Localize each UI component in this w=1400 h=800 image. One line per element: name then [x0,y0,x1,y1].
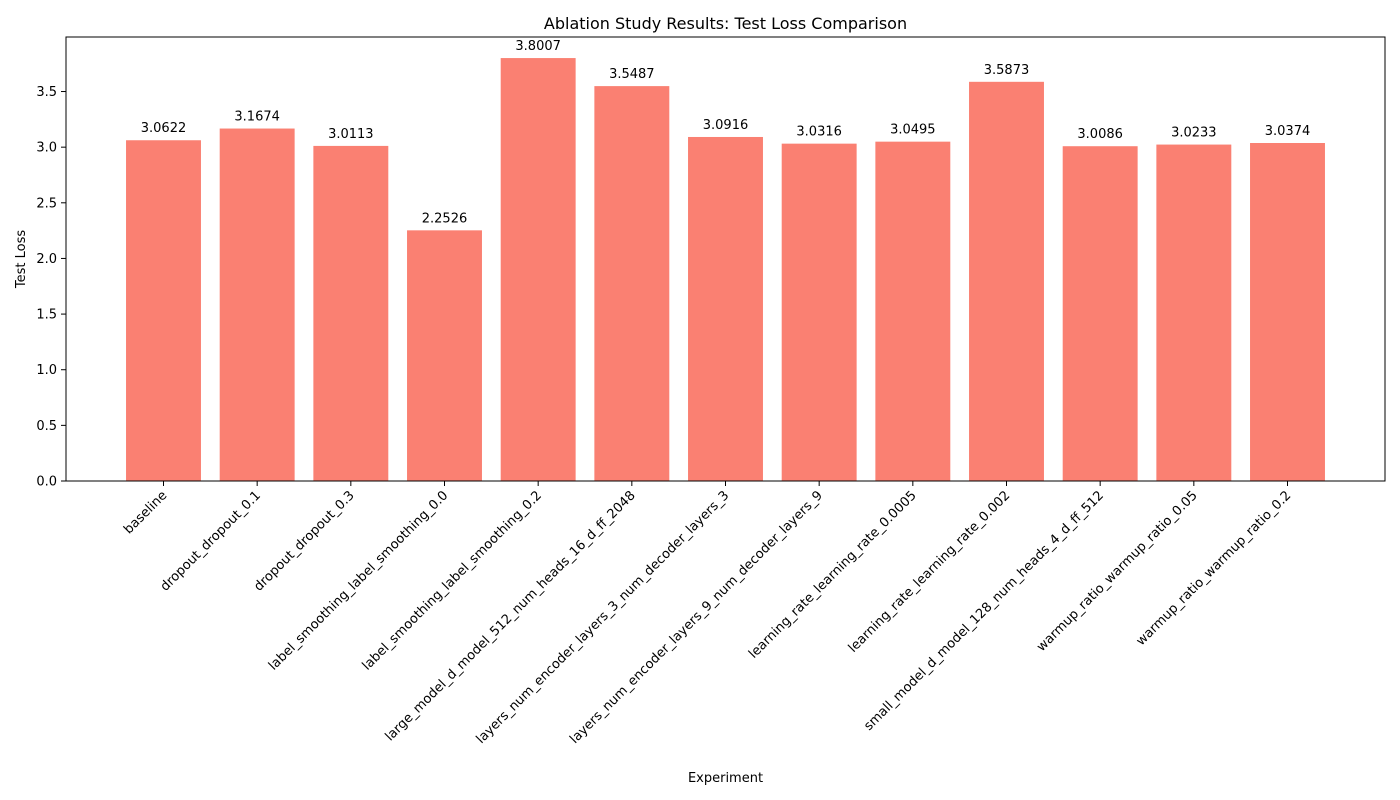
data-label: 3.0233 [1171,126,1217,141]
data-label: 3.8007 [515,39,561,54]
bar [1062,146,1138,481]
bar [313,145,389,482]
y-axis: 0.0 0.5 1.0 1.5 2.0 2.5 3.0 3.5 [36,85,66,490]
x-tick-label: label_smoothing_label_smoothing_0.0 [266,488,451,673]
data-label: 3.0316 [796,125,842,140]
data-label: 3.0374 [1265,124,1311,139]
data-label: 3.0086 [1077,127,1123,142]
y-tick-label: 3.5 [36,85,57,100]
x-tick-label: warmup_ratio_warmup_ratio_0.2 [1134,488,1295,649]
data-label: 3.0622 [141,121,187,136]
bar [126,140,201,482]
data-label: 3.5487 [609,67,655,82]
data-label: 3.1674 [234,110,280,125]
data-label: 2.2526 [422,211,468,226]
bar [969,81,1044,481]
bar [407,230,482,481]
bar [1250,143,1325,482]
y-tick-label: 0.0 [36,475,57,490]
y-tick-label: 2.0 [36,252,57,267]
x-tick-label: learning_rate_learning_rate_0.0005 [746,488,920,662]
bar [500,58,576,481]
y-tick-label: 3.0 [36,141,57,156]
bar [688,136,763,481]
x-tick-label: warmup_ratio_warmup_ratio_0.05 [1034,488,1201,655]
y-tick-label: 1.0 [36,363,57,378]
data-label: 3.0113 [328,127,374,142]
x-tick-label: dropout_dropout_0.1 [158,488,264,594]
data-label: 3.0916 [703,118,749,133]
bar [219,128,295,481]
chart-title: Ablation Study Results: Test Loss Compar… [544,14,907,33]
x-tick-label: baseline [121,488,170,537]
y-tick-label: 2.5 [36,196,57,211]
data-label: 3.5873 [984,63,1030,78]
bar [594,86,670,482]
y-axis-label: Test Loss [14,230,29,289]
data-labels: 3.0622 3.1674 3.0113 2.2526 3.8007 3.5487 3.09… [141,39,1311,226]
bar [1156,144,1232,481]
y-tick-label: 0.5 [36,419,57,434]
bar [781,143,857,481]
bar [875,141,951,481]
x-tick-label: learning_rate_learning_rate_0.002 [846,488,1014,656]
x-tick-label: label_smoothing_label_smoothing_0.2 [360,488,545,673]
y-tick-label: 1.5 [36,308,57,323]
x-tick-label: dropout_dropout_0.3 [251,488,357,594]
x-axis-label: Experiment [688,771,763,786]
data-label: 3.0495 [890,123,936,138]
x-axis: baselinedropout_dropout_0.1dropout_dropo… [121,481,1294,747]
bars [126,58,1325,482]
